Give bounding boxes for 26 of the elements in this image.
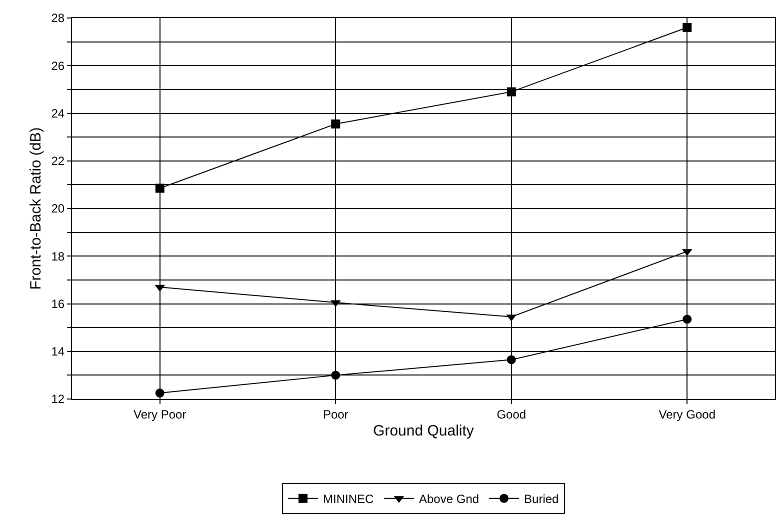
y-tick-label: 28: [51, 11, 65, 26]
x-tick-label: Very Poor: [134, 407, 186, 422]
point: [682, 23, 692, 32]
x-tick-label: Good: [496, 407, 526, 422]
point: [682, 314, 692, 324]
x-tick-label: Very Good: [658, 407, 716, 422]
y-tick-label: 24: [51, 106, 65, 120]
y-tick-label: 22: [51, 154, 65, 168]
y-tick-label: 20: [51, 202, 65, 216]
y-tick-label: 16: [51, 296, 65, 311]
legend-label: MININEC: [323, 492, 374, 506]
point: [155, 388, 164, 398]
point: [155, 184, 164, 193]
point: [331, 370, 340, 380]
point: [506, 87, 516, 96]
y-axis-title: Front-to-Back Ratio (dB): [27, 127, 44, 290]
x-axis-title: Ground Quality: [373, 422, 474, 440]
y-tick-label: 18: [51, 249, 65, 264]
point: [506, 355, 516, 364]
y-tick-label: 12: [51, 392, 65, 406]
legend-label: Buried: [524, 492, 559, 506]
y-tick-label: 14: [51, 344, 65, 359]
x-tick-label: Poor: [322, 407, 348, 422]
legend-label: Above Gnd: [419, 492, 480, 506]
point: [331, 119, 340, 128]
y-tick-label: 26: [51, 58, 65, 73]
